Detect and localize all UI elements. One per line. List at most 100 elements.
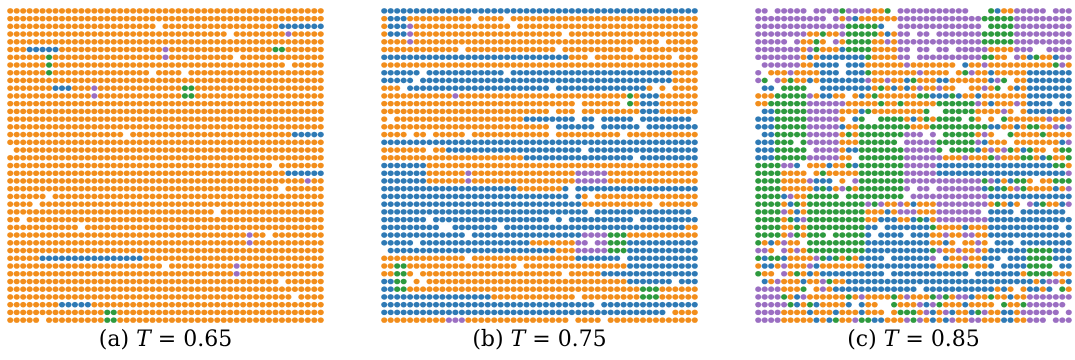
dimer-orange xyxy=(272,286,279,292)
dimer-orange xyxy=(188,54,195,61)
dimer-orange xyxy=(523,270,530,277)
dimer-orange xyxy=(285,270,292,277)
dimer-orange xyxy=(614,286,621,292)
dimer-orange xyxy=(452,178,459,184)
dimer-blue xyxy=(755,139,762,146)
dimer-orange xyxy=(691,15,698,22)
dimer-blue xyxy=(471,147,478,153)
dimer-orange xyxy=(240,224,247,231)
dimer-orange xyxy=(220,294,227,300)
dimer-blue xyxy=(652,309,659,316)
dimer-orange xyxy=(33,209,40,215)
dimer-orange xyxy=(633,39,640,45)
dimer-orange xyxy=(607,46,614,53)
dimer-orange xyxy=(168,224,176,231)
dimer-purple xyxy=(826,147,833,153)
dimer-orange xyxy=(7,240,14,246)
dimer-blue xyxy=(852,54,859,61)
dimer-orange xyxy=(7,8,14,14)
dimer-orange xyxy=(633,100,640,107)
dimer-blue xyxy=(633,69,640,76)
dimer-blue xyxy=(549,116,556,122)
dimer-blue xyxy=(387,170,394,177)
dimer-orange xyxy=(542,62,550,68)
dimer-orange xyxy=(949,154,956,161)
dimer-orange xyxy=(291,77,298,84)
dimer-orange xyxy=(84,46,91,53)
dimer-orange xyxy=(381,23,388,30)
dimer-orange xyxy=(220,255,227,262)
dimer-orange xyxy=(58,270,66,277)
dimer-blue xyxy=(426,201,433,207)
dimer-purple xyxy=(1026,23,1033,30)
dimer-orange xyxy=(168,201,176,207)
dimer-orange xyxy=(426,286,433,292)
dimer-orange xyxy=(162,294,169,300)
dimer-purple xyxy=(826,139,833,146)
dimer-orange xyxy=(233,317,240,323)
dimer-orange xyxy=(201,185,208,192)
dimer-orange xyxy=(201,286,208,292)
dimer-purple xyxy=(1065,54,1072,61)
dimer-orange xyxy=(91,31,98,37)
dimer-orange xyxy=(1020,131,1027,138)
dimer-purple xyxy=(936,15,943,22)
dimer-green xyxy=(1052,62,1059,68)
dimer-orange xyxy=(117,93,124,99)
dimer-blue xyxy=(478,69,485,76)
dimer-blue xyxy=(432,240,440,246)
dimer-orange xyxy=(659,100,666,107)
dimer-blue xyxy=(400,309,407,316)
dimer-orange xyxy=(13,154,20,161)
dimer-orange xyxy=(136,294,143,300)
dimer-blue xyxy=(510,232,517,238)
dimer-orange xyxy=(227,124,234,130)
dimer-blue xyxy=(542,139,550,146)
dimer-orange xyxy=(311,154,318,161)
dimer-orange xyxy=(201,193,208,200)
dimer-blue xyxy=(387,69,394,76)
dimer-orange xyxy=(510,116,517,122)
dimer-orange xyxy=(575,278,582,285)
dimer-orange xyxy=(394,255,401,262)
dimer-orange xyxy=(478,100,485,107)
dimer-purple xyxy=(923,154,930,161)
dimer-orange xyxy=(65,23,72,30)
dimer-purple xyxy=(1059,15,1066,22)
dimer-blue xyxy=(761,139,768,146)
dimer-orange xyxy=(458,286,465,292)
dimer-orange xyxy=(117,193,124,200)
dimer-orange xyxy=(981,93,988,99)
dimer-blue xyxy=(601,85,608,91)
dimer-orange xyxy=(117,147,124,153)
dimer-orange xyxy=(84,39,91,45)
dimer-orange xyxy=(504,39,511,45)
dimer-orange xyxy=(117,278,124,285)
dimer-orange xyxy=(33,124,40,130)
dimer-orange xyxy=(465,317,472,323)
dimer-orange xyxy=(994,54,1001,61)
dimer-blue xyxy=(439,201,446,207)
dimer-orange xyxy=(155,317,163,323)
dimer-orange xyxy=(672,317,679,323)
dimer-orange xyxy=(845,170,852,177)
dimer-purple xyxy=(781,31,788,37)
dimer-orange xyxy=(26,216,33,223)
dimer-blue xyxy=(465,216,472,223)
dimer-orange xyxy=(633,108,640,115)
dimer-orange xyxy=(445,31,452,37)
dimer-blue xyxy=(381,294,388,300)
dimer-blue xyxy=(568,116,575,122)
dimer-blue xyxy=(601,116,608,122)
dimer-orange xyxy=(317,54,324,61)
dimer-blue xyxy=(542,8,550,14)
dimer-orange xyxy=(136,178,143,184)
dimer-orange xyxy=(136,54,143,61)
dimer-orange xyxy=(555,278,562,285)
dimer-orange xyxy=(891,62,898,68)
dimer-blue xyxy=(646,139,653,146)
dimer-purple xyxy=(452,317,459,323)
dimer-orange xyxy=(278,162,285,169)
dimer-orange xyxy=(691,294,698,300)
dimer-orange xyxy=(207,62,214,68)
